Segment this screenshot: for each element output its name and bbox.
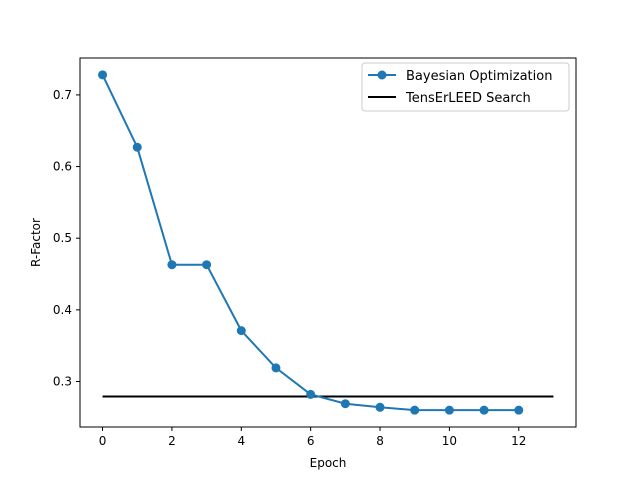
data-point-bayesian: [375, 402, 385, 412]
axes: [79, 57, 577, 428]
data-point-bayesian: [410, 405, 420, 415]
data-point-bayesian: [514, 405, 524, 415]
y-axis-label: R-Factor: [29, 218, 43, 267]
y-axis: 0.3 0.4 0.5 0.6 0.7: [53, 88, 80, 389]
y-tick-label: 0.7: [53, 88, 72, 102]
data-point-bayesian: [167, 260, 177, 270]
data-point-bayesian: [306, 389, 316, 399]
legend-label-tenserleed: TensErLEED Search: [405, 91, 531, 106]
x-tick-label: 2: [168, 434, 176, 448]
data-point-bayesian: [340, 399, 350, 409]
y-tick-label: 0.4: [53, 303, 72, 317]
legend-label-bayesian: Bayesian Optimization: [406, 69, 552, 84]
x-tick-label: 8: [376, 434, 384, 448]
data-point-bayesian: [132, 142, 142, 152]
plot-area: [98, 70, 554, 415]
legend-box: [361, 62, 570, 112]
legend: Bayesian Optimization TensErLEED Search: [361, 62, 570, 112]
y-tick-label: 0.5: [53, 231, 72, 245]
data-point-bayesian: [271, 363, 281, 373]
x-tick-label: 4: [237, 434, 245, 448]
data-point-bayesian: [444, 405, 454, 415]
y-tick-label: 0.3: [53, 375, 72, 389]
x-tick-label: 12: [511, 434, 526, 448]
x-tick-label: 10: [442, 434, 457, 448]
legend-marker-bayesian: [377, 70, 387, 80]
data-point-bayesian: [202, 260, 212, 270]
x-tick-label: 6: [307, 434, 315, 448]
x-axis-label: Epoch: [310, 456, 347, 470]
x-axis: 0 2 4 6 8 10 12: [99, 427, 526, 448]
data-point-bayesian: [479, 405, 489, 415]
data-point-bayesian: [236, 326, 246, 336]
data-point-bayesian: [98, 70, 108, 80]
y-tick-label: 0.6: [53, 160, 72, 174]
axes-frame: [79, 57, 577, 428]
x-tick-label: 0: [99, 434, 107, 448]
